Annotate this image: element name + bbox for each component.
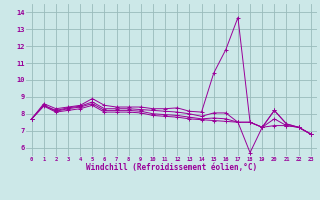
X-axis label: Windchill (Refroidissement éolien,°C): Windchill (Refroidissement éolien,°C) [86,163,257,172]
